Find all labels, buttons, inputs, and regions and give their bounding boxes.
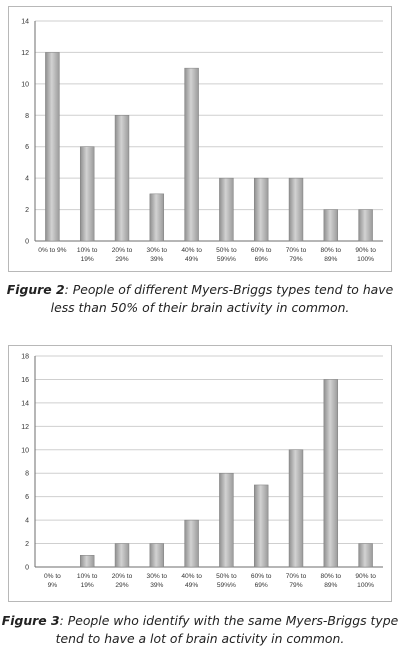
x-category-label: 89% bbox=[324, 256, 337, 263]
y-tick-label: 18 bbox=[21, 354, 29, 361]
x-category-label: 100% bbox=[357, 582, 374, 589]
bar bbox=[184, 519, 199, 568]
x-category-label: 19% bbox=[81, 582, 94, 589]
x-category-label: 60% to bbox=[251, 573, 272, 580]
x-category-label: 29% bbox=[115, 256, 128, 263]
y-tick-label: 4 bbox=[25, 176, 29, 183]
bar bbox=[288, 177, 304, 242]
x-category-label: 79% bbox=[289, 256, 302, 263]
x-category-label: 59%% bbox=[217, 582, 236, 589]
y-tick-label: 4 bbox=[25, 518, 29, 525]
figure-3-chart: 0 2 4 6 8 10 12 14 16 18 0% to 9% 10% to 19% 20% to 29%… bbox=[8, 345, 392, 602]
figure-3-caption-line-2: tend to have a lot of brain activity in … bbox=[55, 631, 345, 646]
x-category-label: 80% to bbox=[321, 247, 342, 254]
y-tick-label: 14 bbox=[21, 19, 29, 26]
x-category-label: 49% bbox=[185, 582, 198, 589]
bar bbox=[114, 115, 130, 242]
figure-2-label: Figure 2 bbox=[6, 282, 65, 297]
x-category-label: 80% to bbox=[321, 573, 342, 580]
x-category-label: 29% bbox=[115, 582, 128, 589]
y-tick-label: 2 bbox=[25, 207, 29, 214]
x-category-label: 79% bbox=[289, 582, 302, 589]
bar bbox=[184, 67, 199, 242]
x-category-label: 39% bbox=[150, 256, 163, 263]
figure-2-plot: 0 2 4 6 8 10 12 14 0% to 9% 10% to 19% 20% to 29% 30%… bbox=[21, 19, 383, 263]
x-category-label: 69% bbox=[255, 582, 268, 589]
x-category-label: 49% bbox=[185, 256, 198, 263]
figure-3-label: Figure 3 bbox=[1, 613, 60, 628]
figure-2-caption: Figure 2: People of different Myers-Brig… bbox=[0, 281, 400, 317]
y-tick-label: 10 bbox=[21, 81, 29, 88]
figure-2-caption-line-1: : People of different Myers-Briggs types… bbox=[64, 282, 394, 297]
x-category-label: 70% to bbox=[286, 573, 307, 580]
figure-2-caption-line-2: less than 50% of their brain activity in… bbox=[50, 300, 350, 315]
x-category-label: 69% bbox=[255, 256, 268, 263]
x-category-label: 19% bbox=[81, 256, 94, 263]
x-category-label: 70% to bbox=[286, 247, 307, 254]
y-tick-label: 6 bbox=[25, 494, 29, 501]
bar bbox=[149, 193, 165, 242]
bar bbox=[219, 472, 234, 568]
y-tick-label: 14 bbox=[21, 400, 29, 407]
bar bbox=[253, 484, 269, 568]
y-tick-label: 10 bbox=[21, 447, 29, 454]
y-tick-label: 2 bbox=[25, 541, 29, 548]
bar bbox=[288, 449, 304, 568]
x-category-label: 10% to bbox=[77, 247, 98, 254]
x-category-label: 40% to bbox=[181, 247, 202, 254]
x-category-label: 50% to bbox=[216, 247, 237, 254]
x-category-label: 59%% bbox=[217, 256, 236, 263]
y-tick-label: 0 bbox=[25, 239, 29, 246]
bar bbox=[149, 543, 165, 568]
x-category-label: 39% bbox=[150, 582, 163, 589]
y-tick-label: 16 bbox=[21, 377, 29, 384]
figure-3-caption-line-1: : People who identify with the same Myer… bbox=[59, 613, 399, 628]
bar bbox=[323, 209, 339, 242]
bar bbox=[219, 177, 234, 242]
bar bbox=[45, 52, 60, 242]
y-tick-label: 12 bbox=[21, 424, 29, 431]
y-tick-label: 12 bbox=[21, 50, 29, 57]
y-tick-label: 6 bbox=[25, 144, 29, 151]
y-tick-label: 8 bbox=[25, 471, 29, 478]
bar bbox=[323, 379, 339, 568]
x-category-label: 90% to bbox=[355, 573, 376, 580]
figure-3-caption: Figure 3: People who identify with the s… bbox=[0, 612, 400, 648]
x-category-label: 60% to bbox=[251, 247, 272, 254]
x-category-label: 89% bbox=[324, 582, 337, 589]
x-category-label: 10% to bbox=[77, 573, 98, 580]
x-category-label: 100% bbox=[357, 256, 374, 263]
bar bbox=[79, 555, 95, 568]
y-tick-label: 0 bbox=[25, 565, 29, 572]
x-category-label: 20% to bbox=[112, 247, 133, 254]
x-category-label: 9% bbox=[48, 582, 58, 589]
bar bbox=[79, 146, 95, 242]
y-tick-label: 8 bbox=[25, 113, 29, 120]
x-category-label: 50% to bbox=[216, 573, 237, 580]
bar bbox=[253, 177, 269, 242]
x-category-label: 0% to 9% bbox=[38, 247, 66, 254]
figure-2-chart: 0 2 4 6 8 10 12 14 0% to 9% 10% to 19% 20% to 29% 30%… bbox=[8, 6, 392, 272]
bar bbox=[114, 543, 130, 568]
x-category-label: 0% to bbox=[44, 573, 61, 580]
bar bbox=[358, 543, 373, 568]
x-category-label: 30% to bbox=[147, 573, 168, 580]
x-category-label: 90% to bbox=[355, 247, 376, 254]
figure-3-plot: 0 2 4 6 8 10 12 14 16 18 0% to 9% 10% to 19% 20% to 29%… bbox=[21, 354, 383, 589]
x-category-label: 40% to bbox=[181, 573, 202, 580]
x-category-label: 20% to bbox=[112, 573, 133, 580]
bar bbox=[358, 209, 373, 242]
x-category-label: 30% to bbox=[147, 247, 168, 254]
